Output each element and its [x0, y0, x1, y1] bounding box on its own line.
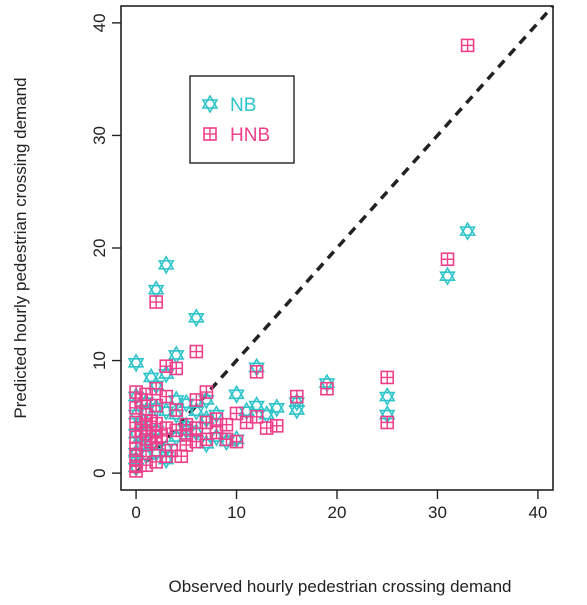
point-hnb [460, 38, 475, 53]
x-tick-label: 0 [131, 503, 140, 522]
point-nb [127, 353, 145, 373]
point-hnb [134, 393, 148, 407]
point-hnb [189, 344, 204, 359]
legend-symbol-hnb [203, 127, 217, 141]
point-hnb [239, 415, 254, 430]
point-hnb [159, 359, 174, 373]
point-nb [188, 308, 205, 328]
x-tick-label: 20 [328, 503, 347, 522]
point-hnb [380, 370, 395, 385]
point-nb [167, 345, 185, 365]
point-hnb [189, 434, 204, 449]
point-hnb [380, 415, 395, 430]
point-hnb [149, 295, 163, 309]
y-tick-label: 30 [90, 126, 109, 145]
x-tick-label: 30 [428, 503, 447, 522]
y-tick-label: 40 [90, 13, 109, 32]
legend-symbol-nb [201, 94, 219, 114]
point-hnb [169, 403, 184, 417]
legend-label-hnb: HNB [230, 125, 270, 146]
point-hnb [189, 393, 204, 407]
point-hnb [259, 421, 274, 435]
point-nb [142, 367, 160, 388]
y-tick-label: 10 [90, 351, 109, 370]
point-hnb [290, 389, 304, 404]
point-hnb [129, 385, 143, 399]
x-axis-title: Observed hourly pedestrian crossing dema… [168, 577, 511, 596]
legend-marker-nb [201, 94, 219, 114]
point-nb [147, 280, 165, 300]
point-nb [459, 221, 476, 241]
y-tick-label: 20 [90, 239, 109, 258]
point-hnb [129, 401, 143, 415]
x-tick-label: 40 [528, 503, 547, 522]
y-axis-title: Predicted hourly pedestrian crossing dem… [11, 77, 30, 418]
point-hnb [199, 385, 214, 399]
legend-box [189, 75, 295, 164]
point-hnb [159, 389, 174, 404]
point-hnb [249, 365, 264, 379]
y-axis: 0 10 20 30 40 [90, 13, 121, 478]
legend-marker-hnb [203, 127, 217, 141]
point-hnb [139, 417, 153, 432]
x-tick-label: 10 [227, 503, 246, 522]
y-tick-label: 0 [90, 468, 109, 477]
point-nb [378, 386, 396, 407]
point-hnb [174, 449, 189, 464]
point-hnb [440, 252, 455, 267]
point-nb [228, 384, 245, 404]
x-axis: 0 10 20 30 40 [131, 490, 547, 522]
point-nb [439, 266, 456, 286]
legend: NB HNB [189, 75, 295, 164]
point-hnb [149, 430, 163, 444]
point-hnb [229, 406, 244, 421]
point-nb [157, 255, 175, 275]
point-hnb [129, 464, 143, 478]
legend-label-nb: NB [230, 95, 256, 116]
point-hnb [219, 432, 234, 447]
point-hnb [154, 429, 168, 443]
point-hnb [199, 415, 214, 430]
point-hnb [159, 421, 174, 435]
point-nb [188, 401, 205, 421]
point-hnb [320, 381, 334, 396]
series-hnb-points [129, 38, 475, 478]
point-hnb [149, 398, 163, 413]
